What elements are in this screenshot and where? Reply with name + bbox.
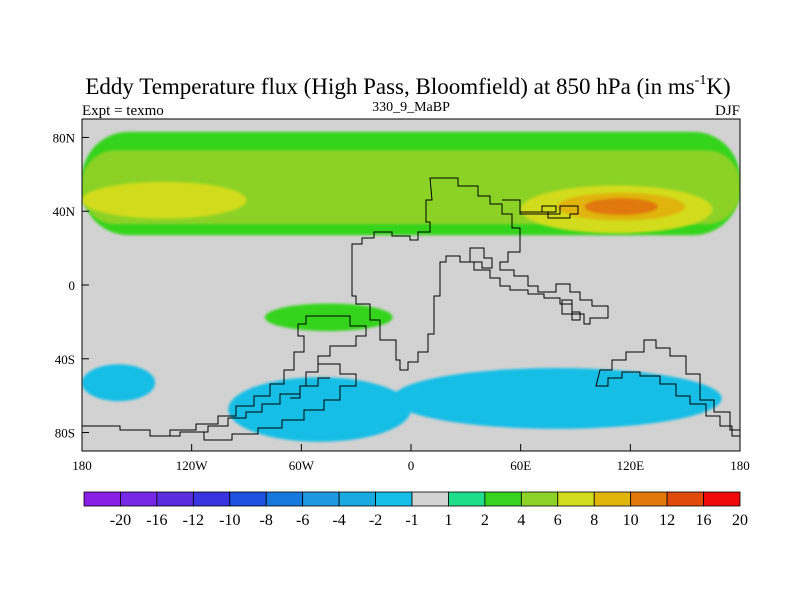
plot-area xyxy=(82,119,740,451)
chart-title: Eddy Temperature flux (High Pass, Bloomf… xyxy=(85,73,730,99)
experiment-label: Expt = texmo xyxy=(82,103,164,119)
contour-region-8 xyxy=(392,368,722,429)
colorbar-swatch xyxy=(375,491,413,507)
colorbar-swatch xyxy=(265,491,304,507)
x-tick-label: 60W xyxy=(289,458,315,473)
colorbar-label: -6 xyxy=(296,512,309,529)
colorbar-label: 12 xyxy=(659,512,675,529)
coastline-asia-north xyxy=(502,199,579,219)
coastline-south-america xyxy=(169,315,367,437)
colorbar-label: -4 xyxy=(332,512,345,529)
coastline-small-island xyxy=(541,205,557,213)
colorbar-label: -20 xyxy=(110,512,131,529)
colorbar-swatch xyxy=(557,491,595,507)
colorbar-swatch xyxy=(630,491,668,507)
colorbar-swatch xyxy=(703,491,741,507)
coastline-india-peninsula xyxy=(561,299,581,321)
contour-region-9 xyxy=(264,303,393,332)
colorbar-label: 8 xyxy=(590,512,598,529)
colorbar-swatch xyxy=(156,491,194,507)
y-tick-label: 80N xyxy=(53,130,76,145)
x-tick-label: 60E xyxy=(510,458,531,473)
contour-region-2 xyxy=(82,181,247,219)
colorbar-label: 10 xyxy=(623,512,639,529)
colorbar-label: -8 xyxy=(260,512,273,529)
colorbar-swatch xyxy=(448,491,486,507)
y-tick-label: 40N xyxy=(53,204,76,219)
colorbar-swatch xyxy=(120,491,158,507)
coastline-southern-wedge xyxy=(290,377,330,399)
colorbar-swatch xyxy=(338,491,376,507)
coastline-layer xyxy=(82,177,740,441)
colorbar-swatch xyxy=(83,491,121,507)
coastline-arabia xyxy=(469,247,493,269)
season-label: DJF xyxy=(715,103,740,119)
colorbar-label: 2 xyxy=(481,512,489,529)
colorbar-label: 1 xyxy=(444,512,452,529)
x-axis: 180 120W 60W 0 60E 120E 180 xyxy=(72,444,750,473)
x-tick-label: 0 xyxy=(408,458,415,473)
colorbar-swatch xyxy=(666,491,704,507)
colorbar-label: -10 xyxy=(219,512,240,529)
colorbar-label: 6 xyxy=(554,512,562,529)
colorbar-swatch xyxy=(229,491,267,507)
x-tick-label: 120W xyxy=(176,458,209,473)
y-tick-label: 80S xyxy=(55,426,75,441)
colorbar: -20 -16 -12 -10 -8 -6 -4 -2 -1 1 2 4 6 8 10 12 16 20 xyxy=(83,491,748,529)
colorbar-swatch xyxy=(593,491,632,507)
y-tick-label: 40S xyxy=(55,352,75,367)
coastline-patagonia xyxy=(203,363,357,441)
colorbar-label: -2 xyxy=(369,512,382,529)
colorbar-label: 16 xyxy=(696,512,712,529)
colorbar-swatch xyxy=(520,491,559,507)
x-tick-label: 180 xyxy=(730,458,750,473)
contour-region-6 xyxy=(82,364,156,402)
y-axis: 80N 40N 0 40S 80S xyxy=(53,130,89,441)
colorbar-label: -12 xyxy=(183,512,204,529)
colorbar-swatch xyxy=(302,491,340,507)
colorbar-swatch xyxy=(192,491,231,507)
contour-field-layer xyxy=(82,131,740,442)
colorbar-label: 4 xyxy=(517,512,525,529)
x-tick-label: 180 xyxy=(72,458,92,473)
colorbar-label: -1 xyxy=(405,512,418,529)
contour-region-5 xyxy=(584,198,658,215)
coastline-australia xyxy=(595,339,740,437)
colorbar-label: 20 xyxy=(732,512,748,529)
colorbar-swatch xyxy=(484,491,522,507)
coastline-sw-pacific xyxy=(82,425,170,437)
x-tick-label: 120E xyxy=(617,458,645,473)
colorbar-swatch xyxy=(411,491,449,507)
colorbar-label: -16 xyxy=(146,512,167,529)
subtitle-label: 330_9_MaBP xyxy=(372,100,450,115)
coastline-africa-eurasia xyxy=(351,177,609,371)
y-tick-label: 0 xyxy=(69,278,76,293)
